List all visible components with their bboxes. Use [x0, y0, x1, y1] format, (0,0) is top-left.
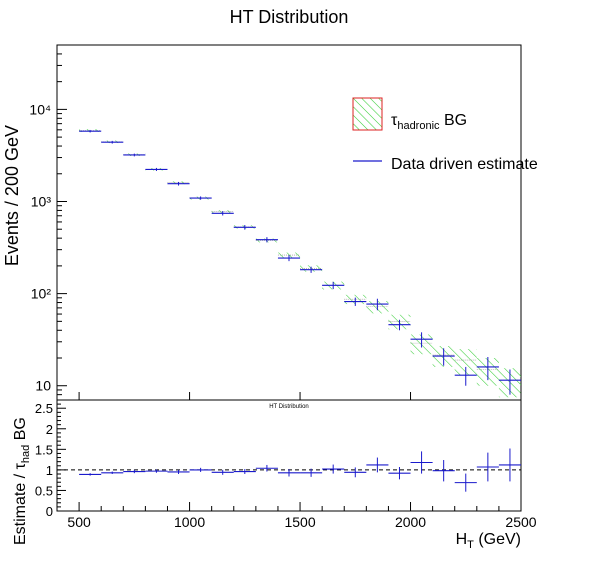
ratio-ylabel-sub: had [20, 445, 32, 463]
main-title: HT Distribution [230, 7, 349, 27]
ratio-marks-group [79, 448, 521, 492]
legend-band-swatch [352, 97, 383, 131]
main-y-tick-label: 10 [35, 378, 51, 394]
ratio-ylabel-rest: BG [12, 417, 29, 445]
xlabel-rest: (GeV) [474, 531, 521, 548]
ratio-x-tick-label: 2500 [505, 514, 536, 530]
legend-entry-band: τhadronic BG [391, 112, 467, 132]
x-axis-label: HT (GeV) [456, 531, 521, 551]
ratio-x-tick-label: 1000 [174, 514, 205, 530]
ratio-x-tick-label: 500 [67, 514, 91, 530]
ratio-y-tick-label: 2 [46, 422, 53, 437]
ratio-x-axis: 500 1000 1500 2000 2500 [56, 502, 537, 530]
estimate-marks-group [79, 129, 521, 395]
ratio-y-tick-label: 2.5 [35, 401, 53, 416]
ratio-title: HT Distribution [269, 404, 309, 410]
ratio-y-tick-label: 1.5 [35, 442, 53, 457]
ratio-y-tick-label: 1 [46, 463, 53, 478]
bg-band-bin [277, 252, 301, 258]
legend: τhadronic BG Data driven estimate [352, 97, 538, 173]
ratio-y-tick-label: 0.5 [35, 483, 53, 498]
main-y-tick-label: 10² [31, 286, 52, 302]
main-y-tick-label: 10³ [31, 194, 52, 210]
ratio-x-tick-label: 1500 [284, 514, 315, 530]
ratio-ylabel-main: Estimate / τ [12, 462, 29, 545]
legend-entry-estimate: Data driven estimate [391, 156, 538, 173]
legend-band-rest: BG [440, 112, 468, 129]
main-y-axis: 10 10² 10³ 10⁴ [29, 44, 522, 401]
legend-band-tau: τ [391, 112, 398, 129]
legend-band-sub: hadronic [397, 120, 440, 132]
ratio-y-axis: 0 0.5 1 1.5 2 2.5 [35, 399, 66, 519]
main-y-axis-label: Events / 200 GeV [2, 125, 22, 266]
bg-band-bin [454, 349, 477, 376]
xlabel-main: H [456, 531, 468, 548]
xlabel-sub: T [467, 539, 474, 551]
ratio-y-tick-label: 0 [46, 504, 53, 519]
ratio-x-tick-label: 2000 [395, 514, 426, 530]
main-y-tick-label: 10⁴ [29, 101, 51, 117]
ratio-y-axis-label: Estimate / τhad BG [12, 417, 32, 545]
ratio-plot-frame [56, 399, 522, 512]
